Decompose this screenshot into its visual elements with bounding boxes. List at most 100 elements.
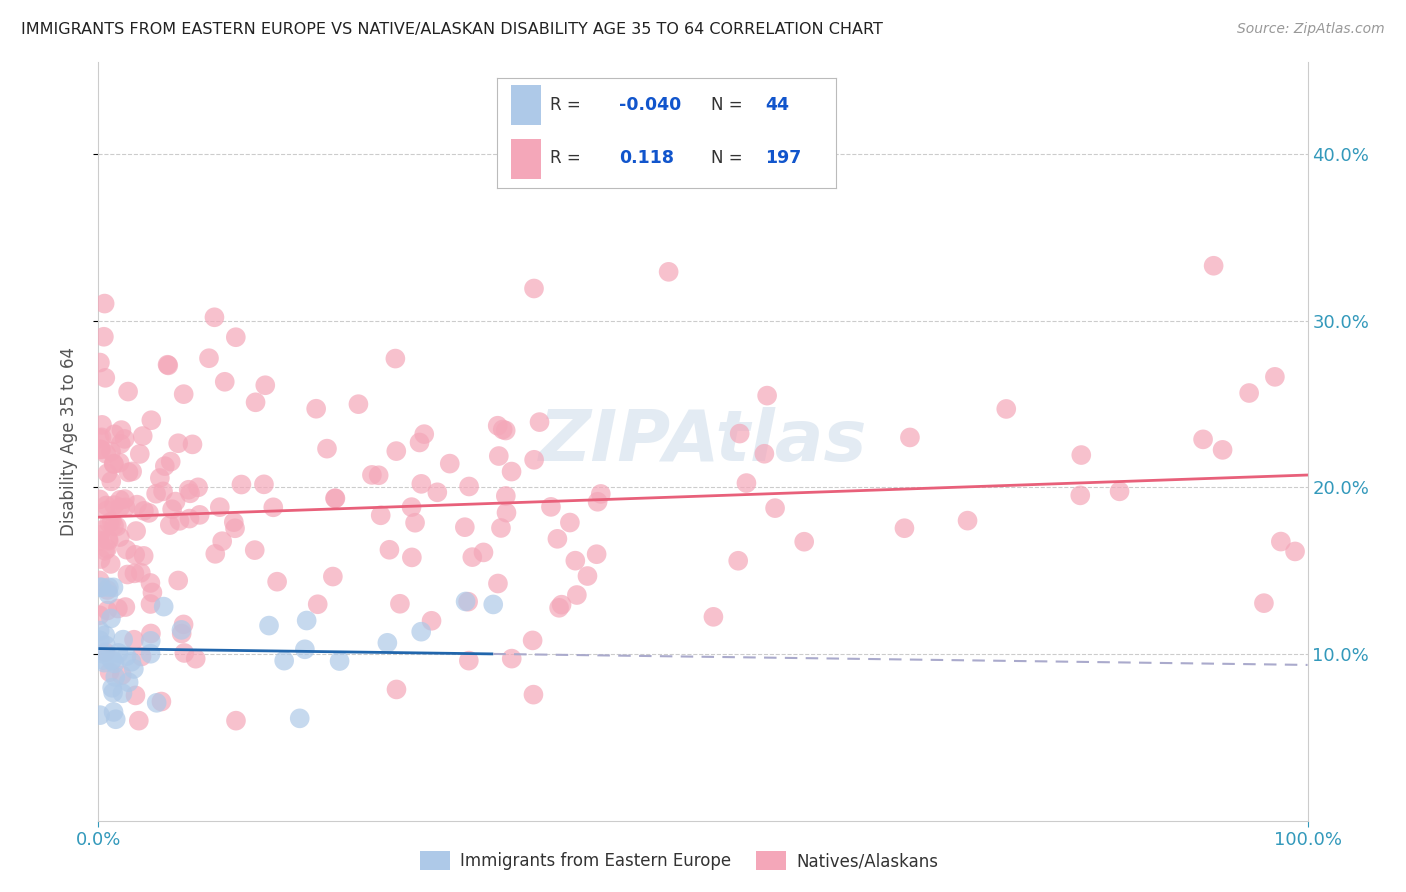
Point [179, 486, 201, 500]
Point [558, 516, 581, 530]
Point [385, 444, 408, 458]
Point [90, 523, 112, 537]
Point [472, 545, 495, 559]
Point [727, 554, 749, 568]
Point [173, 617, 195, 632]
Point [1070, 448, 1092, 462]
Point [495, 424, 517, 438]
Point [108, 492, 131, 507]
Point [94, 645, 117, 659]
Point [160, 502, 183, 516]
Point [100, 611, 122, 625]
Point [100, 557, 122, 571]
Point [124, 689, 146, 703]
Point [522, 633, 544, 648]
Point [93, 656, 115, 670]
Point [141, 413, 163, 427]
Point [461, 550, 484, 565]
Point [96, 541, 118, 556]
Point [111, 668, 134, 682]
Point [108, 456, 131, 470]
Point [97, 580, 120, 594]
Point [139, 647, 162, 661]
Point [103, 518, 125, 533]
Point [139, 633, 162, 648]
Point [184, 651, 207, 665]
Point [495, 506, 517, 520]
Point [117, 675, 139, 690]
Point [540, 500, 562, 514]
Point [793, 534, 815, 549]
Point [121, 464, 143, 478]
Point [548, 600, 571, 615]
Point [122, 662, 145, 676]
Point [325, 491, 347, 506]
Point [181, 437, 204, 451]
Point [139, 626, 162, 640]
Point [529, 415, 551, 429]
Point [103, 457, 125, 471]
Point [114, 491, 136, 506]
Point [898, 430, 921, 444]
Point [114, 432, 136, 446]
Point [457, 595, 479, 609]
Point [150, 694, 173, 708]
Point [132, 504, 155, 518]
Point [132, 549, 155, 563]
Point [658, 265, 681, 279]
Point [132, 429, 155, 443]
Point [254, 378, 277, 392]
Point [96, 582, 118, 597]
Point [100, 654, 122, 668]
Point [173, 387, 195, 401]
Point [156, 358, 179, 372]
Point [167, 436, 190, 450]
Point [501, 465, 523, 479]
Point [222, 515, 245, 529]
Point [93, 330, 115, 344]
Point [122, 632, 145, 647]
Point [214, 375, 236, 389]
Point [131, 649, 153, 664]
Point [89, 492, 111, 507]
Point [145, 696, 167, 710]
Point [1237, 386, 1260, 401]
Point [89, 633, 111, 648]
Point [1212, 442, 1234, 457]
Point [489, 521, 512, 535]
Point [170, 623, 193, 637]
Point [89, 574, 111, 588]
Point [1270, 534, 1292, 549]
Point [94, 628, 117, 642]
Point [893, 521, 915, 535]
Point [401, 500, 423, 515]
Point [108, 500, 131, 515]
Point [89, 580, 111, 594]
Point [522, 688, 544, 702]
Point [104, 712, 127, 726]
Point [128, 447, 150, 461]
Point [523, 281, 546, 295]
Point [98, 665, 121, 680]
Point [115, 542, 138, 557]
Point [550, 598, 572, 612]
Point [295, 614, 318, 628]
Point [253, 477, 276, 491]
Point [152, 599, 174, 614]
Point [288, 711, 311, 725]
Point [96, 447, 118, 461]
Point [420, 614, 443, 628]
Point [91, 417, 114, 432]
Point [139, 597, 162, 611]
Point [89, 528, 111, 542]
Point [426, 485, 449, 500]
Point [159, 454, 181, 468]
Point [576, 569, 599, 583]
Point [204, 310, 226, 325]
Point [187, 480, 209, 494]
Point [565, 588, 588, 602]
Point [377, 636, 399, 650]
Point [90, 552, 112, 566]
Point [454, 594, 477, 608]
Point [107, 646, 129, 660]
